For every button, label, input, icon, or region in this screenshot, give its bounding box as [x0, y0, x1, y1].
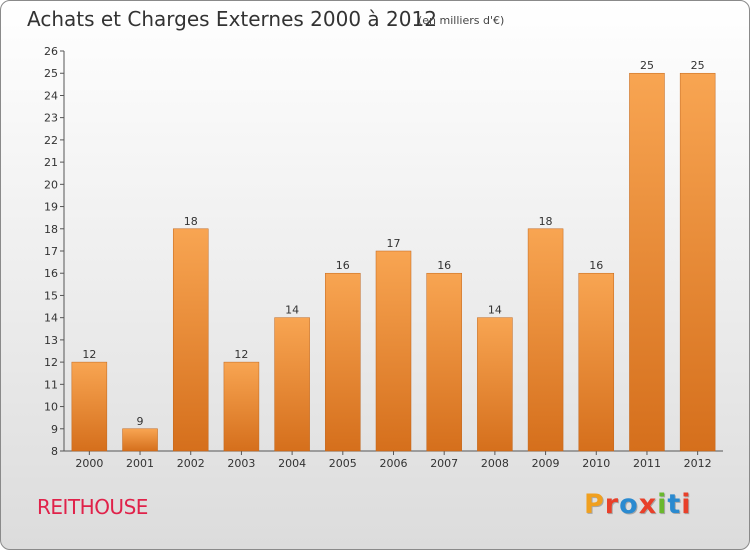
x-tick-label: 2005 [329, 457, 357, 470]
y-axis: 8 9 10 11 12 13 14 15 16 17 18 19 20 21 22 23 24 25 26 [44, 45, 65, 458]
proxiti-logo[interactable]: Proxiti [584, 489, 692, 520]
y-tick-label: 20 [44, 178, 58, 191]
data-label: 9 [137, 415, 144, 428]
x-tick-label: 2003 [227, 457, 255, 470]
x-tick-label: 2000 [75, 457, 103, 470]
bar-2009 [527, 228, 564, 452]
chart-subtitle: (en milliers d'€) [418, 14, 505, 27]
x-tick-label: 2009 [532, 457, 560, 470]
data-label: 16 [336, 259, 350, 272]
y-tick-label: 18 [44, 223, 58, 236]
logo-letter: x [638, 489, 658, 520]
y-tick-label: 25 [44, 67, 58, 80]
bar-2008 [477, 317, 513, 452]
y-tick-label: 8 [51, 445, 58, 458]
y-tick-label: 22 [44, 134, 58, 147]
y-tick-label: 13 [44, 334, 58, 347]
data-label: 18 [539, 215, 553, 228]
bar-2001 [122, 428, 158, 452]
y-tick-label: 19 [44, 201, 58, 214]
y-tick-label: 16 [44, 267, 58, 280]
bar-2007 [426, 272, 462, 452]
y-tick-label: 21 [44, 156, 58, 169]
x-tick-label: 2008 [481, 457, 509, 470]
x-tick-label: 2012 [684, 457, 712, 470]
bar-2011 [629, 72, 665, 452]
bar-2003 [223, 361, 260, 452]
data-label: 14 [285, 304, 299, 317]
y-tick-label: 17 [44, 245, 58, 258]
bar-2004 [274, 317, 310, 452]
chart-title: Achats et Charges Externes 2000 à 2012 [27, 7, 437, 31]
bar-2002 [172, 228, 209, 452]
x-tick-label: 2004 [278, 457, 306, 470]
x-tick-label: 2006 [380, 457, 408, 470]
x-tick-label: 2007 [430, 457, 458, 470]
logo-letter: o [619, 489, 639, 520]
logo-letter: t [667, 489, 682, 520]
data-label: 14 [488, 304, 502, 317]
y-tick-label: 11 [44, 378, 58, 391]
logo-letter: i [681, 489, 692, 520]
y-tick-label: 9 [51, 423, 58, 436]
bar-2012 [679, 72, 716, 452]
x-tick-label: 2002 [177, 457, 205, 470]
y-tick-label: 14 [44, 312, 58, 325]
logo-letter: r [604, 489, 620, 520]
data-label: 25 [691, 59, 705, 72]
data-label: 25 [640, 59, 654, 72]
y-tick-label: 23 [44, 112, 58, 125]
data-label: 16 [437, 259, 451, 272]
data-label: 12 [234, 348, 248, 361]
bar-2010 [578, 272, 615, 452]
data-labels: 12 9 18 12 14 16 17 16 14 18 16 25 25 [82, 59, 704, 428]
bars [71, 72, 716, 452]
data-label: 16 [589, 259, 603, 272]
bar-2005 [325, 272, 361, 452]
bar-2006 [375, 250, 412, 452]
y-tick-label: 24 [44, 89, 58, 102]
x-axis: 2000 2001 2002 2003 2004 2005 2006 2007 2008 2009… [64, 450, 723, 470]
y-tick-label: 26 [44, 45, 58, 58]
y-tick-label: 15 [44, 289, 58, 302]
x-tick-label: 2001 [126, 457, 154, 470]
y-tick-label: 12 [44, 356, 58, 369]
x-tick-label: 2010 [582, 457, 610, 470]
data-label: 18 [184, 215, 198, 228]
commune-name: REITHOUSE [37, 495, 148, 519]
data-label: 12 [82, 348, 96, 361]
logo-letter: P [584, 489, 605, 520]
data-label: 17 [387, 237, 401, 250]
x-tick-label: 2011 [633, 457, 661, 470]
logo-letter: i [657, 489, 668, 520]
y-tick-label: 10 [44, 401, 58, 414]
bar-2000 [71, 361, 108, 452]
